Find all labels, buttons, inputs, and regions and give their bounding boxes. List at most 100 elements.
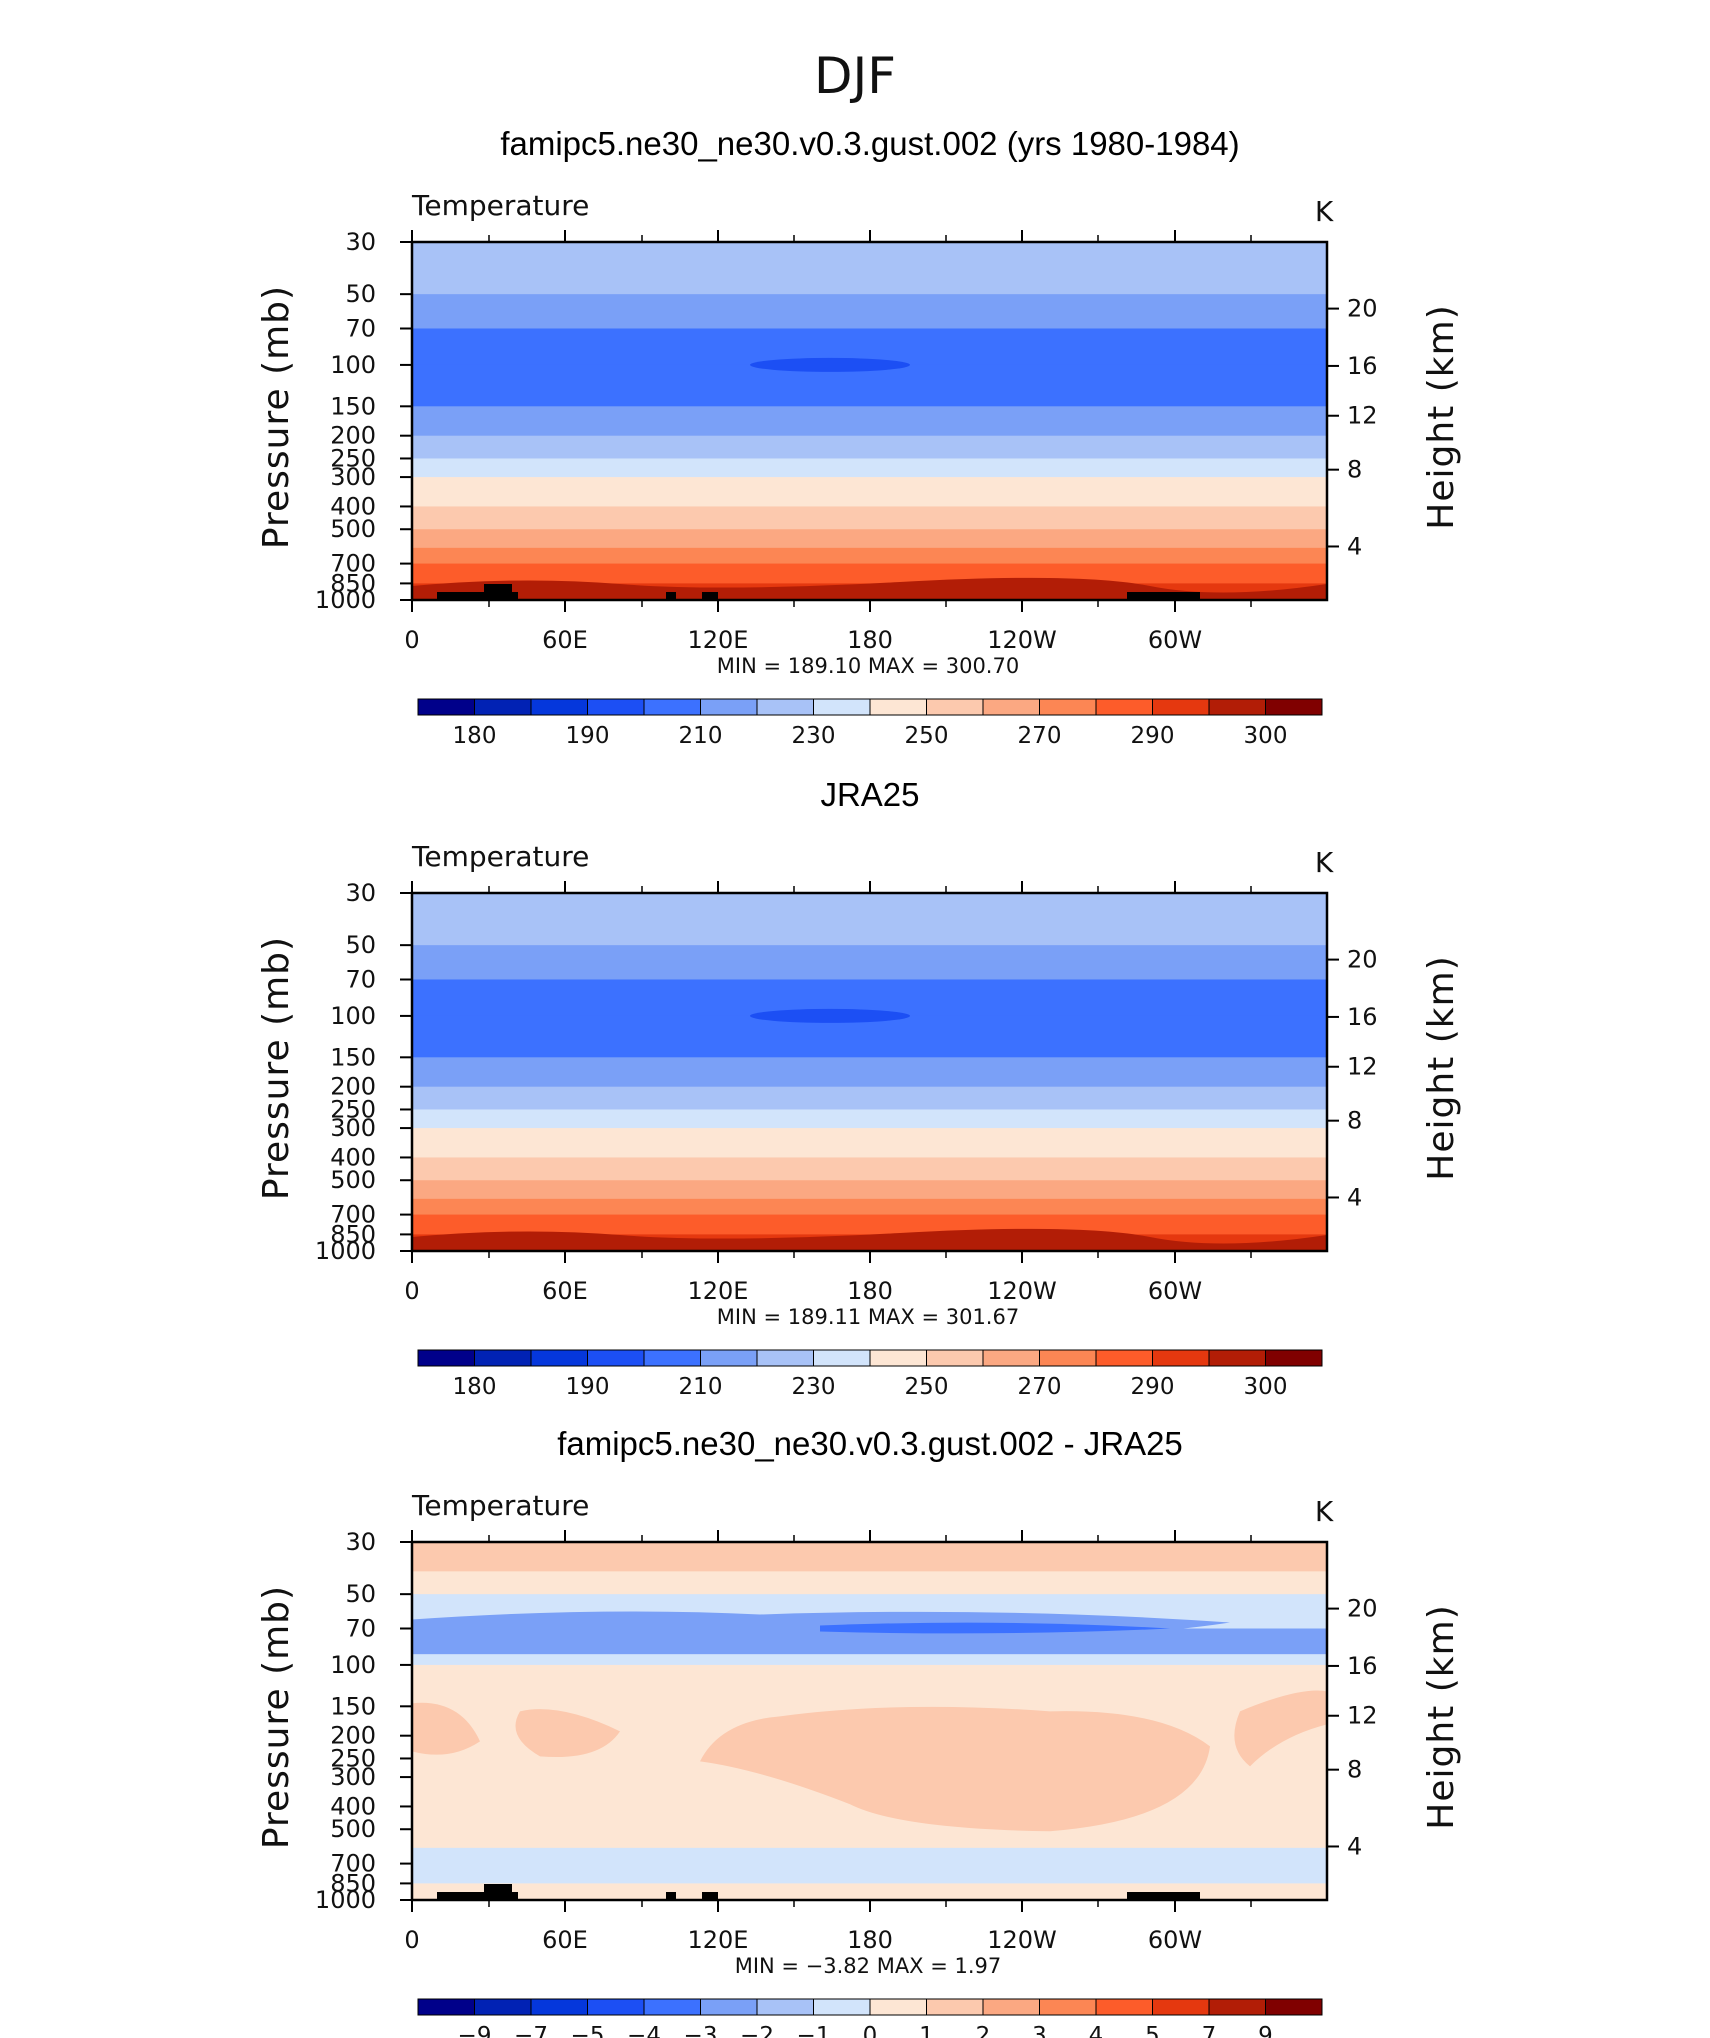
colorbar-label: 230: [792, 1374, 836, 1400]
y-tick-label: 700: [330, 1850, 376, 1878]
height-axis-label: Height (km): [1421, 1604, 1462, 1829]
y-tick-label: 850: [330, 1869, 376, 1897]
colorbar-swatch: [643, 1349, 701, 1367]
topography-mask: [484, 1884, 512, 1900]
contour-band: [412, 1654, 1327, 1666]
colorbar-swatch: [700, 1349, 758, 1367]
y-tick-label: 300: [330, 463, 376, 491]
colorbar-label: 180: [453, 723, 497, 749]
colorbar-swatch: [756, 1349, 814, 1367]
y-tick-label: 400: [330, 1143, 376, 1171]
colorbar-label: −2: [740, 2023, 774, 2038]
x-tick-label: 120W: [987, 1926, 1057, 1954]
colorbar-swatch: [417, 1349, 475, 1367]
colorbar-swatch: [982, 698, 1040, 716]
units-label: K: [1315, 846, 1334, 879]
contour-band: [412, 1086, 1327, 1111]
y-tick-label: 100: [330, 1651, 376, 1679]
height-tick-label: 20: [1347, 1595, 1378, 1623]
contour-band: [412, 506, 1327, 530]
y-tick-label: 200: [330, 422, 376, 450]
height-axis-label: Height (km): [1421, 304, 1462, 529]
colorbar-swatch: [813, 1998, 871, 2016]
contour-band: [412, 1128, 1327, 1159]
y-tick-label: 200: [330, 1073, 376, 1101]
colorbar-swatch: [1095, 698, 1153, 716]
colorbar-swatch: [587, 698, 645, 716]
colorbar-label: −4: [627, 2023, 661, 2038]
contour-band: [412, 529, 1327, 549]
topography-mask: [512, 592, 518, 600]
height-tick-label: 12: [1347, 402, 1378, 430]
positive-anomaly: [1234, 1690, 1327, 1767]
height-tick-label: 20: [1347, 946, 1378, 974]
colorbar-label: −5: [571, 2023, 605, 2038]
y-tick-label: 250: [330, 444, 376, 472]
height-tick-label: 16: [1347, 1652, 1378, 1680]
y-tick-label: 1000: [315, 586, 376, 614]
x-tick-label: 0: [404, 1926, 419, 1954]
height-tick-label: 12: [1347, 1702, 1378, 1730]
height-tick-label: 20: [1347, 295, 1378, 323]
variable-label: Temperature: [411, 1489, 589, 1522]
positive-anomaly: [412, 1702, 480, 1755]
colorbar-label: 250: [905, 723, 949, 749]
topography-mask: [437, 1892, 490, 1900]
y-tick-label: 30: [345, 1528, 376, 1556]
contour-band: [412, 364, 1327, 407]
positive-anomaly: [700, 1706, 1210, 1832]
y-tick-label: 50: [345, 1580, 376, 1608]
colorbar-swatch: [530, 698, 588, 716]
y-tick-label: 500: [330, 515, 376, 543]
colorbar-swatch: [1152, 1349, 1210, 1367]
contour-band: [412, 435, 1327, 460]
colorbar-swatch: [1208, 1998, 1266, 2016]
variable-label: Temperature: [411, 189, 589, 222]
height-axis-label: Height (km): [1421, 955, 1462, 1180]
topography-mask: [484, 584, 512, 600]
x-tick-label: 120E: [688, 1926, 749, 1954]
colorbar-label: 210: [679, 1374, 723, 1400]
colorbar-swatch: [869, 698, 927, 716]
height-tick-label: 12: [1347, 1053, 1378, 1081]
colorbar-label: 300: [1244, 1374, 1288, 1400]
y-tick-label: 50: [345, 931, 376, 959]
y-axis-label: Pressure (mb): [256, 1585, 297, 1849]
y-tick-label: 70: [345, 315, 376, 343]
contour-band: [412, 458, 1327, 478]
contour-band: [412, 945, 1327, 981]
x-tick-label: 60E: [542, 1277, 588, 1305]
colorbar-swatch: [417, 1998, 475, 2016]
colorbar-swatch: [700, 698, 758, 716]
colorbar-swatch: [587, 1349, 645, 1367]
y-tick-label: 150: [330, 1043, 376, 1071]
colorbar-swatch: [982, 1998, 1040, 2016]
height-tick-label: 16: [1347, 352, 1378, 380]
colorbar-swatch: [982, 1349, 1040, 1367]
panel-2: JRA25 Temperature K 0 60E 120E 180 120W 60W 30 50 7…: [256, 776, 1462, 1400]
y-tick-label: 700: [330, 550, 376, 578]
x-tick-label: 180: [847, 1926, 893, 1954]
colorbar-label: 2: [976, 2023, 991, 2038]
colorbar-label: 210: [679, 723, 723, 749]
colorbar-swatch: [926, 698, 984, 716]
x-tick-label: 60W: [1148, 1277, 1202, 1305]
y-tick-label: 850: [330, 1220, 376, 1248]
y-tick-label: 1000: [315, 1886, 376, 1914]
colorbar-label: 1: [919, 2023, 934, 2038]
colorbar-swatch: [1208, 698, 1266, 716]
topography-mask: [437, 592, 490, 600]
topography-mask: [702, 1892, 718, 1900]
y-tick-label: 50: [345, 280, 376, 308]
topography-mask: [666, 1892, 676, 1900]
surface-warm-band: [412, 577, 1327, 600]
y-axis-label: Pressure (mb): [256, 285, 297, 549]
y-tick-label: 400: [330, 1792, 376, 1820]
surface-warm-band: [412, 1228, 1327, 1251]
units-label: K: [1315, 1495, 1334, 1528]
y-tick-label: 500: [330, 1815, 376, 1843]
height-tick-label: 8: [1347, 456, 1362, 484]
x-tick-label: 60E: [542, 1926, 588, 1954]
colorbar-swatch: [1152, 698, 1210, 716]
colorbar-label: 4: [1089, 2023, 1104, 2038]
